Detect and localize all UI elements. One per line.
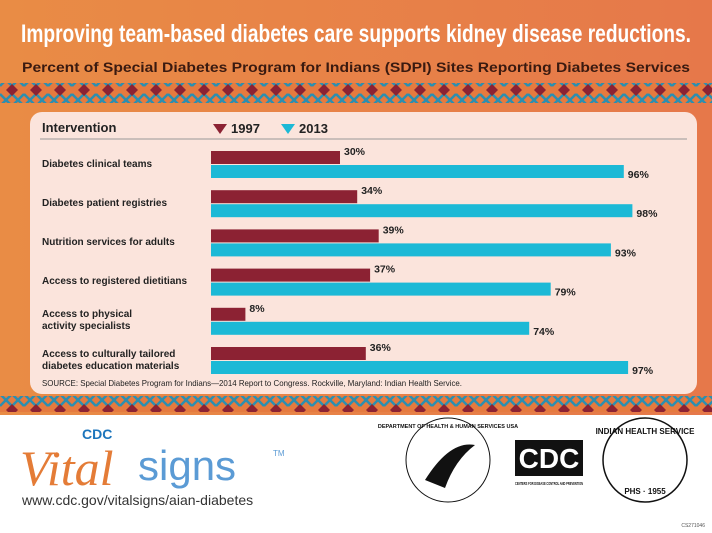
legend-marker [281, 124, 295, 134]
hhs-eagle [425, 444, 475, 488]
bar [211, 321, 530, 335]
source: SOURCE: Special Diabetes Program for Ind… [42, 378, 462, 388]
pattern-band [0, 396, 712, 412]
cdc-logo-text: CDC [519, 443, 580, 474]
category-label-box: Diabetes patient registries [42, 197, 168, 209]
category-label-box: Access to physical activity specialists [42, 309, 133, 333]
value-label: 34% [361, 185, 383, 197]
hhs-seal [405, 417, 491, 503]
category-label: Access to registered dietitians [42, 276, 188, 288]
bar [211, 282, 551, 296]
value-label: 74% [533, 326, 555, 338]
title: Improving team-based diabetes care suppo… [21, 20, 691, 48]
value-label: 8% [249, 303, 265, 315]
logo-tm: TM [273, 449, 285, 458]
category-header: Intervention [42, 120, 116, 135]
bar [211, 190, 358, 204]
bar [211, 204, 633, 218]
cdc-logo [515, 440, 583, 476]
bar [211, 151, 340, 164]
legend-label: 1997 [231, 121, 260, 136]
url: www.cdc.gov/vitalsigns/aian-diabetes [21, 492, 253, 508]
value-label: 97% [632, 365, 654, 377]
category-label: Nutrition services for adults [42, 236, 175, 248]
bar [211, 268, 371, 282]
bar [211, 243, 611, 257]
legend-marker [213, 124, 227, 134]
logo-signs: signs [138, 442, 236, 489]
category-label: Access to culturally tailored diabetes e… [42, 348, 180, 372]
value-label: 93% [615, 247, 637, 259]
bar [211, 361, 629, 374]
logo-cdc: CDC [82, 426, 112, 442]
hhs-text: DEPARTMENT OF HEALTH & HUMAN SERVICES US… [378, 424, 518, 430]
bar [211, 165, 624, 178]
bar [211, 229, 379, 243]
category-label: Diabetes clinical teams [42, 158, 153, 170]
value-label: 37% [374, 264, 396, 276]
bar [211, 307, 246, 321]
category-label-box: Access to registered dietitians [42, 276, 188, 288]
pattern-band [0, 83, 712, 103]
category-label-box: Access to culturally tailored diabetes e… [42, 348, 180, 372]
value-label: 79% [555, 287, 577, 299]
ihs-sub: PHS · 1955 [624, 487, 666, 496]
legend-label: 2013 [299, 121, 328, 136]
logo-vital: Vital [20, 440, 114, 496]
cdc-sub: CENTERS FOR DISEASE CONTROL AND PREVENTI… [515, 481, 583, 486]
value-label: 36% [370, 342, 392, 354]
category-label: Diabetes patient registries [42, 197, 168, 209]
category-label: Access to physical activity specialists [42, 309, 133, 333]
ihs-seal [602, 417, 688, 503]
ihs-text: INDIAN HEALTH SERVICE [596, 427, 695, 436]
footer-bg [0, 415, 712, 533]
subtitle: Percent of Special Diabetes Program for … [22, 60, 690, 75]
category-label-box: Diabetes clinical teams [42, 158, 153, 170]
category-label-box: Nutrition services for adults [42, 236, 175, 248]
value-label: 98% [636, 208, 658, 220]
value-label: 39% [383, 224, 405, 236]
code: CS271046 [681, 523, 705, 529]
bar [211, 347, 366, 360]
value-label: 30% [344, 146, 366, 158]
value-label: 96% [628, 169, 650, 181]
